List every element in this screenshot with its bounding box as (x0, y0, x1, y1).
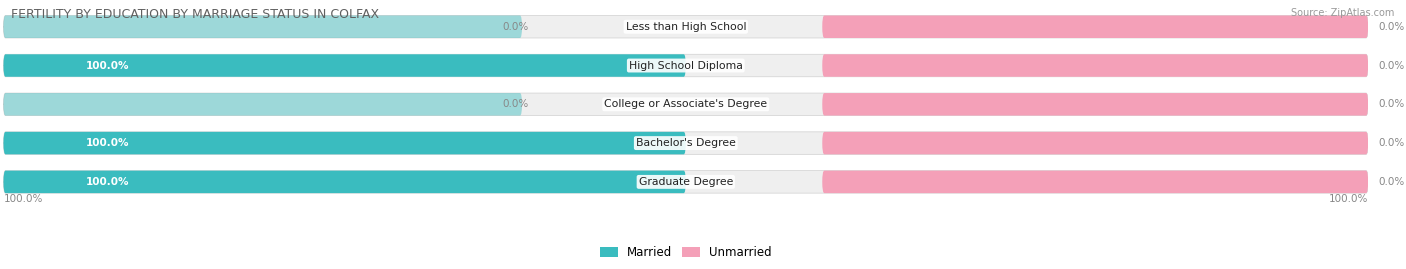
FancyBboxPatch shape (3, 132, 1368, 154)
Legend: Married, Unmarried: Married, Unmarried (595, 241, 776, 264)
FancyBboxPatch shape (823, 93, 1368, 116)
Text: Bachelor's Degree: Bachelor's Degree (636, 138, 735, 148)
Text: 0.0%: 0.0% (502, 99, 529, 109)
FancyBboxPatch shape (823, 54, 1368, 77)
Text: Less than High School: Less than High School (626, 22, 747, 32)
Text: 0.0%: 0.0% (502, 22, 529, 32)
FancyBboxPatch shape (3, 171, 1368, 193)
FancyBboxPatch shape (3, 93, 1368, 116)
Text: 0.0%: 0.0% (1378, 61, 1405, 70)
Text: 0.0%: 0.0% (1378, 22, 1405, 32)
Text: 100.0%: 100.0% (1329, 194, 1368, 204)
Text: 0.0%: 0.0% (1378, 177, 1405, 187)
FancyBboxPatch shape (823, 171, 1368, 193)
FancyBboxPatch shape (823, 16, 1368, 38)
FancyBboxPatch shape (3, 54, 1368, 77)
FancyBboxPatch shape (823, 132, 1368, 154)
FancyBboxPatch shape (3, 93, 522, 116)
FancyBboxPatch shape (3, 54, 686, 77)
Text: 100.0%: 100.0% (3, 194, 42, 204)
Text: College or Associate's Degree: College or Associate's Degree (605, 99, 768, 109)
Text: Source: ZipAtlas.com: Source: ZipAtlas.com (1291, 8, 1395, 18)
FancyBboxPatch shape (3, 171, 686, 193)
Text: High School Diploma: High School Diploma (628, 61, 742, 70)
Text: FERTILITY BY EDUCATION BY MARRIAGE STATUS IN COLFAX: FERTILITY BY EDUCATION BY MARRIAGE STATU… (11, 8, 380, 21)
FancyBboxPatch shape (3, 16, 1368, 38)
Text: 100.0%: 100.0% (86, 177, 129, 187)
Text: 100.0%: 100.0% (86, 61, 129, 70)
Text: 100.0%: 100.0% (86, 138, 129, 148)
Text: Graduate Degree: Graduate Degree (638, 177, 733, 187)
Text: 0.0%: 0.0% (1378, 99, 1405, 109)
FancyBboxPatch shape (3, 132, 686, 154)
Text: 0.0%: 0.0% (1378, 138, 1405, 148)
FancyBboxPatch shape (3, 16, 522, 38)
